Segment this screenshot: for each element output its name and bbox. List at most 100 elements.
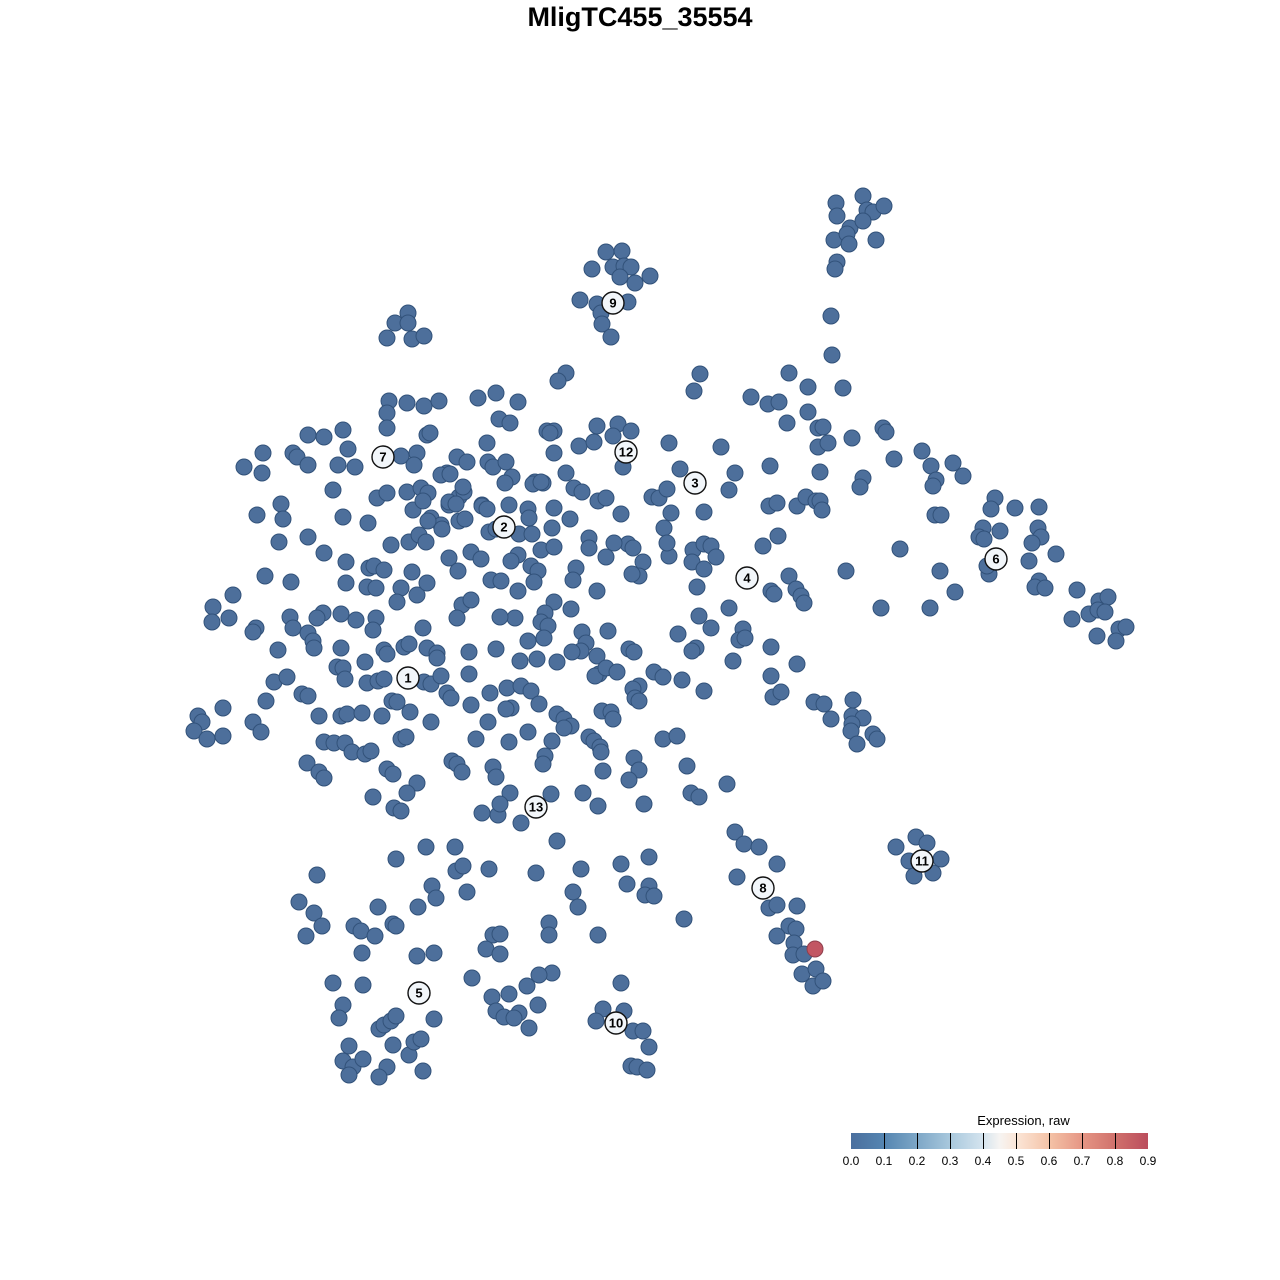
data-point [224, 586, 242, 604]
data-point [918, 834, 936, 852]
data-point [620, 771, 638, 789]
legend-tick-mark [1049, 1133, 1050, 1149]
data-point [299, 528, 317, 546]
data-point [712, 438, 730, 456]
data-point [932, 850, 950, 868]
data-point [366, 927, 384, 945]
data-point [415, 327, 433, 345]
data-point [635, 795, 653, 813]
data-point [185, 722, 203, 740]
data-point [822, 710, 840, 728]
legend-tick-mark [916, 1133, 918, 1149]
data-point [398, 784, 416, 802]
data-point [370, 1068, 388, 1086]
legend-tick-label: 0.0 [842, 1154, 860, 1168]
legend-tick-label: 0.1 [875, 1154, 893, 1168]
data-point [453, 763, 471, 781]
data-point [248, 506, 266, 524]
legend-tick-label: 0.4 [974, 1154, 992, 1168]
data-point [387, 1007, 405, 1025]
data-point [397, 728, 415, 746]
data-point [720, 481, 738, 499]
cluster-label-text: 5 [415, 986, 422, 1001]
data-point [599, 622, 617, 640]
data-point [491, 608, 509, 626]
data-point [634, 1022, 652, 1040]
data-point [605, 534, 623, 552]
data-point [378, 484, 396, 502]
data-point [502, 552, 520, 570]
data-point [548, 653, 566, 671]
data-point [417, 533, 435, 551]
data-point [887, 838, 905, 856]
data-point [534, 755, 552, 773]
data-point [214, 699, 232, 717]
data-point [924, 477, 942, 495]
data-point [541, 424, 559, 442]
data-point [297, 927, 315, 945]
data-point [414, 492, 432, 510]
cluster-label-circle [751, 876, 775, 900]
cluster-label-circle [910, 849, 934, 873]
data-point [574, 784, 592, 802]
data-point [724, 652, 742, 670]
data-point [932, 506, 950, 524]
data-point [433, 520, 451, 538]
data-point [511, 652, 529, 670]
data-point [542, 785, 560, 803]
data-point [837, 562, 855, 580]
data-point [691, 365, 709, 383]
data-point [875, 197, 893, 215]
data-point [421, 424, 439, 442]
data-point [362, 742, 380, 760]
cluster-label-text: 9 [609, 296, 616, 311]
data-point [472, 550, 490, 568]
data-point [270, 533, 288, 551]
data-point [573, 483, 591, 501]
data-point [683, 642, 701, 660]
data-point [823, 346, 841, 364]
data-point [519, 723, 537, 741]
legend-tick-mark [950, 1133, 951, 1149]
data-point [332, 605, 350, 623]
data-point [788, 655, 806, 673]
data-point [332, 639, 350, 657]
data-point [324, 481, 342, 499]
data-point [1023, 534, 1041, 552]
data-point [460, 643, 478, 661]
data-point [630, 692, 648, 710]
data-point [735, 835, 753, 853]
data-point [290, 893, 308, 911]
data-point [408, 586, 426, 604]
data-point [654, 668, 672, 686]
data-point [1088, 627, 1106, 645]
data-point [530, 966, 548, 984]
data-point [378, 329, 396, 347]
data-point [509, 582, 527, 600]
data-point [387, 850, 405, 868]
data-point [505, 1009, 523, 1027]
data-point [913, 442, 931, 460]
data-point [467, 730, 485, 748]
data-points-layer [185, 187, 1135, 1086]
data-point [414, 1062, 432, 1080]
data-point [742, 388, 760, 406]
data-point [872, 599, 890, 617]
data-point [690, 607, 708, 625]
data-point [828, 207, 846, 225]
data-point [726, 464, 744, 482]
data-point [501, 414, 519, 432]
legend-tick-label: 0.9 [1139, 1154, 1157, 1168]
cluster-label-10: 10 [604, 1011, 628, 1035]
data-point [425, 1010, 443, 1028]
cluster-label-circle [614, 440, 638, 464]
data-point [441, 465, 459, 483]
data-point [1063, 610, 1081, 628]
data-point [563, 643, 581, 661]
data-point [604, 427, 622, 445]
data-point [418, 574, 436, 592]
data-point [487, 640, 505, 658]
data-point [780, 567, 798, 585]
data-point [527, 864, 545, 882]
cluster-label-circle [735, 566, 759, 590]
